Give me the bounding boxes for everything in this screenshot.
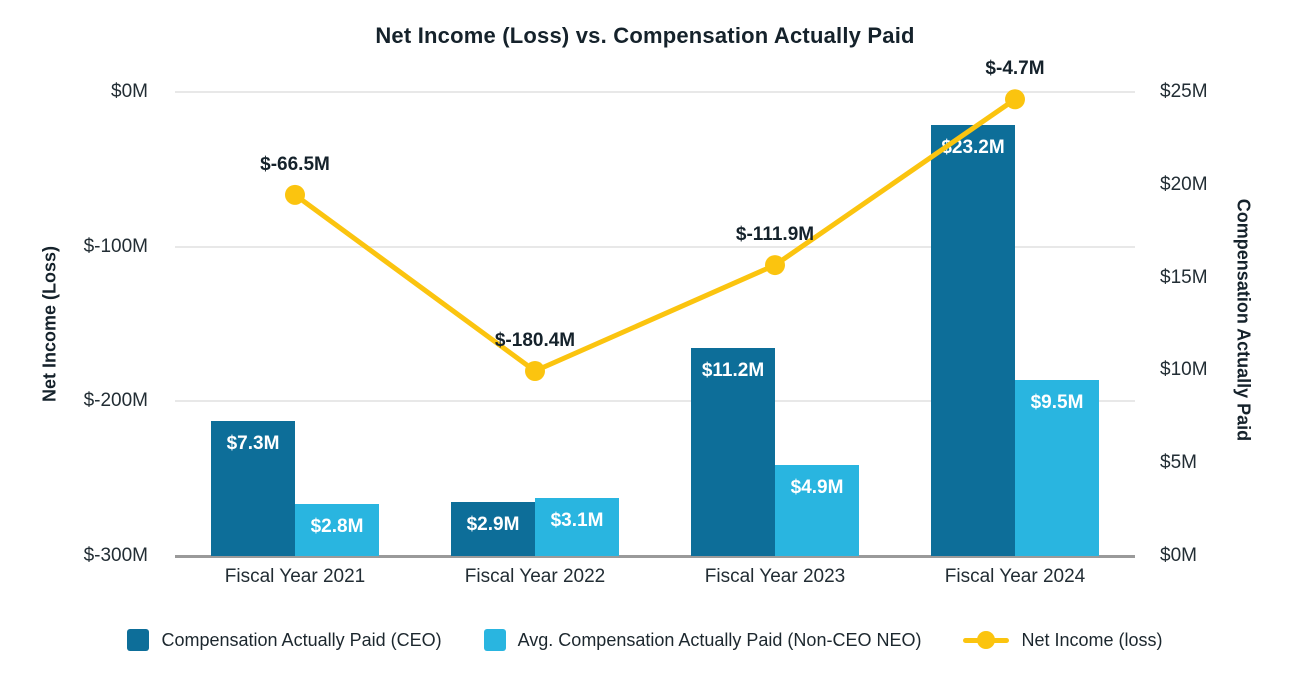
legend-label-ceo: Compensation Actually Paid (CEO) — [161, 629, 442, 650]
left-axis-tick-label: $-300M — [83, 545, 148, 566]
net-income-point[interactable] — [765, 255, 785, 276]
left-axis-tick-label: $0M — [111, 81, 148, 102]
ceo-bar[interactable]: $11.2M — [691, 348, 775, 556]
ceo-bar[interactable]: $2.9M — [451, 502, 535, 556]
plot-area: $7.3M $2.8M $2.9M $3.1M $11.2M $4.9M $23.2M $9.… — [175, 58, 1135, 558]
right-axis-tick-label: $15M — [1160, 266, 1208, 288]
neo-bar[interactable]: $4.9M — [775, 465, 859, 556]
ceo-bar[interactable]: $7.3M — [211, 420, 295, 556]
x-axis-category-label: Fiscal Year 2023 — [704, 566, 846, 587]
bar-value-label: $2.8M — [310, 516, 364, 538]
bar-value-label: $9.5M — [1030, 391, 1084, 413]
chart-title: Net Income (Loss) vs. Compensation Actua… — [375, 23, 915, 48]
legend-swatch-ceo-icon — [127, 629, 150, 651]
right-axis-tick-label: $0M — [1160, 545, 1197, 566]
neo-bar[interactable]: $9.5M — [1015, 379, 1099, 556]
x-axis-category-label: Fiscal Year 2024 — [944, 566, 1086, 587]
left-axis-tick-label: $-200M — [83, 390, 148, 412]
legend-label-neo: Avg. Compensation Actually Paid (Non-CEO… — [517, 629, 922, 650]
legend: Compensation Actually Paid (CEO) Avg. Co… — [0, 629, 1290, 651]
left-axis-title: Net Income (Loss) — [39, 245, 60, 403]
bar-value-label: $3.1M — [550, 510, 604, 532]
net-income-value-label: $-66.5M — [260, 153, 330, 175]
gridline — [175, 245, 1135, 248]
net-income-line-path — [292, 96, 1018, 374]
net-income-point[interactable] — [525, 361, 545, 382]
net-income-line — [285, 89, 1025, 382]
net-income-value-label: $-4.7M — [985, 58, 1045, 80]
legend-line-dot-icon — [963, 630, 1010, 650]
ceo-bar[interactable]: $23.2M — [931, 125, 1015, 556]
bar-value-label: $4.9M — [790, 477, 844, 499]
bar-value-label: $7.3M — [226, 432, 280, 454]
x-axis-category-label: Fiscal Year 2021 — [224, 566, 366, 587]
bar-value-label: $23.2M — [941, 137, 1005, 159]
net-income-point[interactable] — [1005, 89, 1025, 110]
right-axis-tick-label: $5M — [1160, 452, 1197, 474]
gridline — [175, 91, 1135, 93]
x-axis-category-label: Fiscal Year 2022 — [464, 566, 606, 587]
bar-value-label: $11.2M — [701, 360, 765, 382]
net-income-point[interactable] — [285, 184, 305, 205]
neo-bar[interactable]: $3.1M — [535, 498, 619, 556]
net-income-value-label: $-111.9M — [735, 224, 815, 246]
legend-label-net-income: Net Income (loss) — [1021, 629, 1163, 650]
legend-item-net-income[interactable]: Net Income (loss) — [963, 629, 1163, 651]
legend-item-ceo[interactable]: Compensation Actually Paid (CEO) — [127, 629, 442, 651]
right-axis-tick-label: $10M — [1160, 359, 1208, 381]
legend-swatch-neo-icon — [483, 629, 506, 651]
legend-item-neo[interactable]: Avg. Compensation Actually Paid (Non-CEO… — [483, 629, 922, 651]
x-axis-baseline — [175, 555, 1135, 558]
left-axis-tick-label: $-100M — [83, 235, 148, 257]
right-axis-tick-label: $20M — [1160, 173, 1208, 195]
bar-value-label: $2.9M — [466, 514, 520, 536]
neo-bar[interactable]: $2.8M — [295, 504, 379, 556]
gridline — [175, 400, 1135, 403]
right-axis-tick-label: $25M — [1160, 81, 1208, 102]
net-income-value-label: $-180.4M — [494, 330, 576, 352]
right-axis-title: Compensation Actually Paid — [1233, 198, 1254, 442]
